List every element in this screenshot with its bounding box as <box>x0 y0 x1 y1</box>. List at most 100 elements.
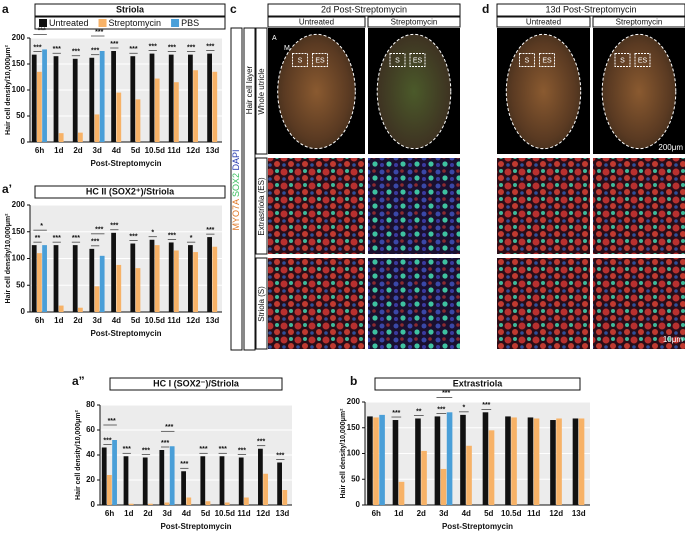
stain-name: SOX2 <box>231 173 241 197</box>
panel-title: 2d Post-Streptomycin <box>321 4 407 14</box>
bar <box>527 417 534 505</box>
chart-title: Striola <box>116 4 145 14</box>
bar <box>135 99 141 142</box>
bar <box>72 58 78 142</box>
significance-label: *** <box>108 418 116 425</box>
layer-label: Hair cell layer <box>245 65 254 114</box>
bar <box>123 456 129 505</box>
bar <box>533 418 540 505</box>
bar <box>263 473 268 505</box>
significance-label: *** <box>238 447 246 454</box>
significance-label: *** <box>53 235 61 242</box>
roi-label: S <box>395 57 400 64</box>
orientation-label: A <box>272 35 277 42</box>
x-tick-label: 10.5d <box>501 509 522 518</box>
bar <box>58 305 64 312</box>
column-label: Streptomycin <box>616 18 663 27</box>
x-tick-label: 5d <box>131 316 140 325</box>
utricle <box>505 33 582 150</box>
significance-label: *** <box>442 390 450 397</box>
bar <box>482 412 489 505</box>
bar <box>415 418 421 505</box>
significance-label: * <box>190 235 193 242</box>
significance-label: ** <box>416 408 422 415</box>
bar <box>42 49 47 142</box>
significance-label: *** <box>72 49 80 56</box>
utricle <box>376 33 452 150</box>
x-tick-label: 2d <box>73 316 82 325</box>
roi-label: S <box>525 57 530 64</box>
bar <box>367 416 373 505</box>
x-tick-label: 2d <box>73 146 82 155</box>
y-tick-label: 0 <box>356 500 361 509</box>
significance-label: *** <box>276 452 284 459</box>
column-box <box>267 16 366 28</box>
bar <box>188 245 193 312</box>
bar <box>89 248 95 312</box>
bar <box>53 56 59 143</box>
bar <box>207 237 212 312</box>
bar <box>169 446 175 505</box>
significance-label: ** <box>35 235 41 242</box>
significance-label: * <box>40 223 43 230</box>
legend-swatch <box>98 19 107 27</box>
legend-label: Untreated <box>49 18 89 28</box>
bar <box>37 71 42 142</box>
panel-label: a” <box>72 374 85 388</box>
roi-box <box>389 53 406 67</box>
y-tick-label: 150 <box>12 59 26 68</box>
x-tick-label: 1d <box>394 509 403 518</box>
significance-label: *** <box>206 43 214 50</box>
y-tick-label: 80 <box>86 400 95 409</box>
significance-label: *** <box>142 447 150 454</box>
x-tick-label: 11d <box>167 146 180 155</box>
significance-label: *** <box>437 406 445 413</box>
bar <box>58 133 64 142</box>
x-tick-label: 3d <box>93 146 102 155</box>
bar <box>421 450 427 505</box>
bar <box>398 481 405 505</box>
bar <box>188 54 193 142</box>
bar <box>174 250 179 312</box>
bar <box>193 252 198 312</box>
bar <box>78 307 83 312</box>
x-tick-label: 11d <box>237 509 250 518</box>
bar <box>258 448 263 505</box>
roi-label: ES <box>638 57 648 64</box>
x-tick-label: 4d <box>112 316 121 325</box>
x-tick-label: 6h <box>35 146 44 155</box>
bar <box>277 462 282 505</box>
x-tick-label: 1d <box>54 316 63 325</box>
bar <box>505 416 511 505</box>
bar <box>164 502 170 505</box>
micrograph <box>593 158 685 254</box>
column-label: Untreated <box>299 18 334 27</box>
bar <box>42 245 47 312</box>
x-axis-label: Post-Streptomycin <box>160 522 231 531</box>
significance-label: *** <box>95 227 103 234</box>
bar <box>148 503 153 505</box>
column-box <box>367 16 461 28</box>
bar <box>168 242 174 312</box>
chart-title: Extrastriola <box>453 378 504 388</box>
column-box <box>496 16 591 28</box>
legend-label: PBS <box>181 18 199 28</box>
y-tick-label: 0 <box>21 137 26 146</box>
bar <box>37 253 42 312</box>
micrograph <box>368 158 460 254</box>
bar <box>112 440 117 505</box>
stain-name: DAPI <box>231 149 241 170</box>
bar <box>460 414 466 505</box>
significance-label: *** <box>91 48 99 55</box>
x-tick-label: 6h <box>372 509 381 518</box>
bar <box>116 92 122 142</box>
utricle <box>277 33 356 150</box>
x-tick-label: 10.5d <box>145 146 166 155</box>
significance-label: *** <box>38 27 46 34</box>
bar <box>434 416 441 505</box>
significance-label: *** <box>161 440 169 447</box>
bar <box>392 420 399 505</box>
x-tick-label: 6h <box>105 509 114 518</box>
bar <box>174 82 179 142</box>
